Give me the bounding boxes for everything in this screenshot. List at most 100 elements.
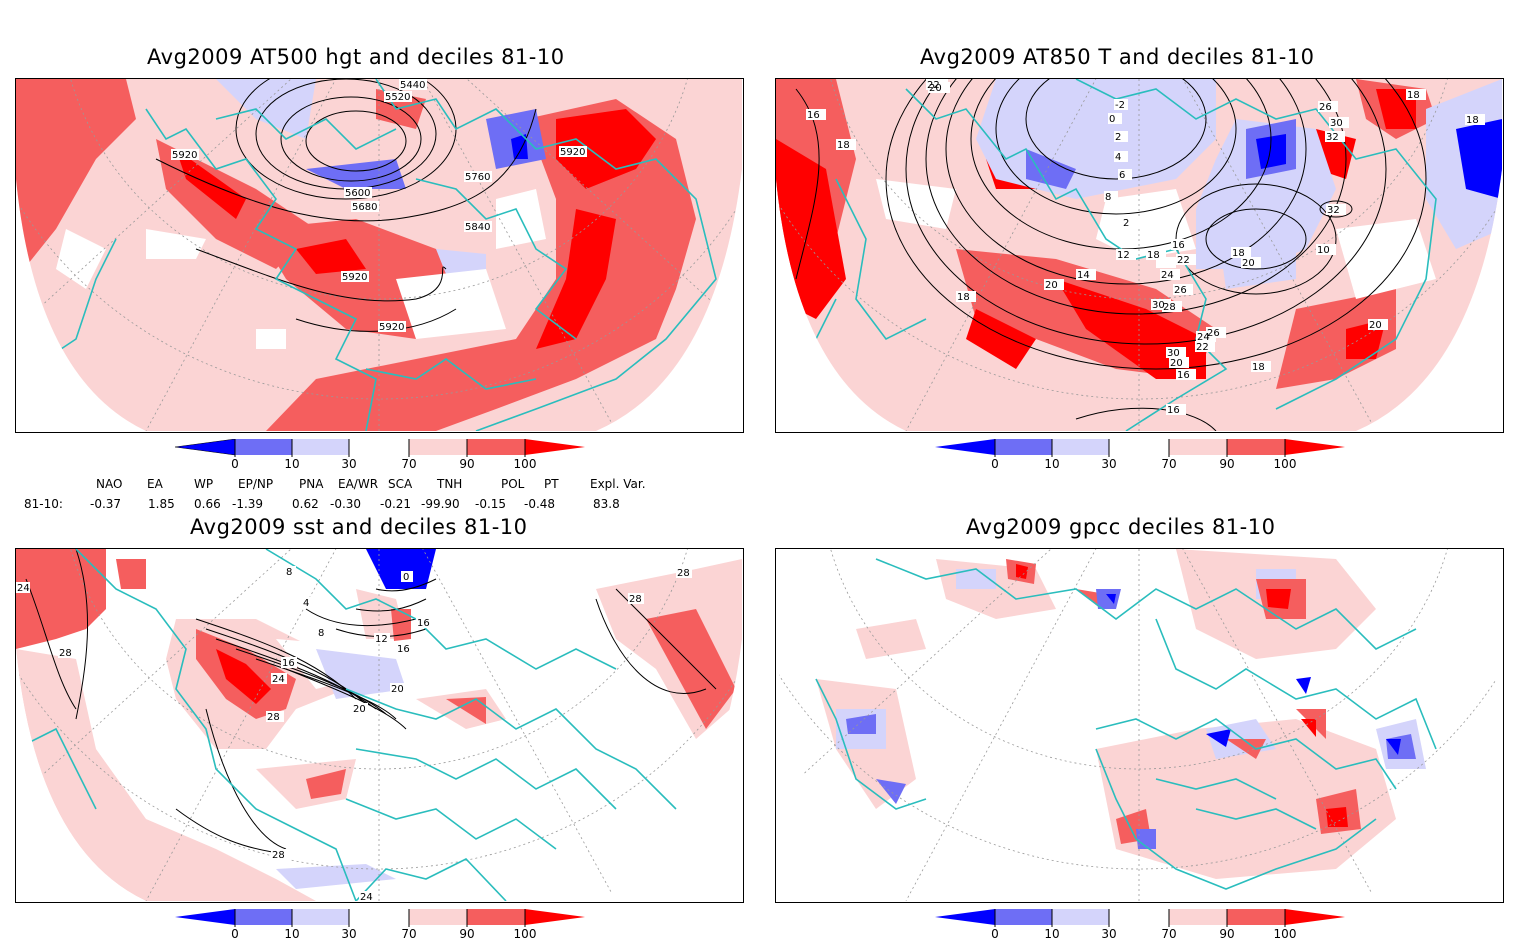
colorbar-tick: 30 (341, 927, 357, 941)
contour-label: 4 (1115, 152, 1121, 163)
contour-label: 20 (353, 704, 366, 715)
colorbar-tick: 0 (231, 457, 239, 471)
contour-label: 18 (1466, 115, 1479, 126)
contour-label: -2 (1115, 100, 1125, 111)
contour-label: 18 (837, 140, 850, 151)
teleconnection-table: NAO EA WP EP/NP PNA EA/WR SCA TNH POL PT… (0, 477, 700, 513)
contour-label: 24 (1197, 332, 1210, 343)
contour-label: 22 (1196, 342, 1209, 353)
contour-label: 26 (1207, 328, 1220, 339)
colorbar-tick: 70 (1161, 927, 1177, 941)
contour-label: 32 (1327, 205, 1340, 216)
contour-label: 6 (1119, 170, 1125, 181)
teleconn-header: EP/NP (238, 477, 274, 491)
contour-label: 28 (1163, 302, 1176, 313)
contour-label: 5920 (379, 322, 404, 333)
panel-title-hgt500: Avg2009 AT500 hgt and deciles 81-10 (147, 45, 565, 69)
contour-label: 5520 (385, 92, 410, 103)
teleconn-value: 83.8 (593, 497, 620, 511)
contour-label: 28 (677, 568, 690, 579)
contour-label: 16 (807, 110, 820, 121)
contour-label: 26 (1174, 285, 1187, 296)
colorbar-tick: 90 (459, 457, 475, 471)
contour-label: 16 (1172, 240, 1185, 251)
colorbar-tick: 100 (1273, 927, 1297, 941)
contour-label: 32 (1326, 132, 1339, 143)
contour-label: 18 (957, 292, 970, 303)
colorbar-top-left: 0 10 30 70 90 100 (175, 439, 585, 479)
teleconn-row-label: 81-10: (24, 497, 63, 511)
colorbar-tick: 30 (341, 457, 357, 471)
map-sst: 24 28 28 28 8 4 8 12 16 16 16 20 20 24 2… (15, 548, 744, 903)
contour-label: 24 (1161, 270, 1174, 281)
contour-label: 16 (417, 618, 430, 629)
contour-label: 20 (1369, 320, 1382, 331)
colorbar-bottom-right: 0 10 30 70 90 100 (935, 909, 1345, 949)
teleconn-header: NAO (96, 477, 123, 491)
colorbar-bottom-left: 0 10 30 70 90 100 (175, 909, 585, 949)
contour-label: 20 (1170, 358, 1183, 369)
contour-label: 2 (1123, 218, 1129, 229)
contour-label: 24 (360, 892, 373, 901)
contour-label: 26 (1319, 102, 1332, 113)
panel-title-gpcc: Avg2009 gpcc deciles 81-10 (966, 515, 1276, 539)
contour-label: 22 (1177, 255, 1190, 266)
contour-label: 8 (318, 628, 324, 639)
colorbar-top-right: 0 10 30 70 90 100 (935, 439, 1345, 479)
contour-label: 14 (1077, 270, 1090, 281)
contour-label: 24 (272, 674, 285, 685)
contour-label: 20 (1242, 258, 1255, 269)
teleconn-header: POL (501, 477, 525, 491)
colorbar-tick: 100 (513, 457, 537, 471)
colorbar-tick: 10 (1044, 927, 1060, 941)
contour-label: 0 (403, 572, 409, 583)
colorbar-tick: 10 (284, 457, 300, 471)
contour-label: 5920 (342, 272, 367, 283)
contour-label: 5920 (560, 147, 585, 158)
teleconn-value: -0.48 (524, 497, 556, 511)
contour-label: 28 (267, 712, 280, 723)
contour-label: 5440 (400, 80, 425, 91)
contour-label: 16 (1167, 405, 1180, 416)
contour-label: 0 (1109, 114, 1115, 125)
contour-label: 30 (1152, 300, 1165, 311)
contour-label: 16 (397, 644, 410, 655)
contour-label: 12 (1117, 250, 1130, 261)
teleconn-value: -1.39 (232, 497, 264, 511)
contour-label: 10 (1317, 245, 1330, 256)
contour-label: 18 (1147, 250, 1160, 261)
contour-label: 5920 (172, 150, 197, 161)
colorbar-tick: 100 (513, 927, 537, 941)
contour-label: 16 (282, 658, 295, 669)
teleconn-header: TNH (437, 477, 463, 491)
contour-label: 5680 (352, 202, 377, 213)
panel-title-sst: Avg2009 sst and deciles 81-10 (190, 515, 528, 539)
teleconn-header: EA/WR (338, 477, 379, 491)
contour-label: 30 (1330, 118, 1343, 129)
colorbar-tick: 70 (1161, 457, 1177, 471)
colorbar-tick: 90 (459, 927, 475, 941)
colorbar-tick: 90 (1219, 457, 1235, 471)
contour-label: 5600 (345, 188, 370, 199)
contour-label: 5840 (465, 222, 490, 233)
contour-label: 20 (929, 83, 942, 94)
map-gpcc (775, 548, 1504, 903)
colorbar-tick: 90 (1219, 927, 1235, 941)
contour-label: 24 (17, 583, 30, 594)
contour-label: 18 (1407, 90, 1420, 101)
contour-label: 28 (272, 850, 285, 861)
teleconn-value: -0.15 (475, 497, 507, 511)
colorbar-tick: 70 (401, 457, 417, 471)
contour-label: 28 (629, 594, 642, 605)
contour-label: 5760 (465, 172, 490, 183)
teleconn-header: WP (194, 477, 214, 491)
colorbar-tick: 0 (991, 457, 999, 471)
contour-label: 30 (1167, 348, 1180, 359)
teleconn-value: 0.62 (292, 497, 319, 511)
contour-label: 18 (1252, 362, 1265, 373)
contour-label: 28 (59, 648, 72, 659)
colorbar-tick: 30 (1101, 927, 1117, 941)
colorbar-tick: 100 (1273, 457, 1297, 471)
map-t850: 22 20 16 18 -2 0 2 4 6 8 2 10 12 14 16 1… (775, 78, 1504, 433)
teleconn-value: -99.90 (421, 497, 460, 511)
